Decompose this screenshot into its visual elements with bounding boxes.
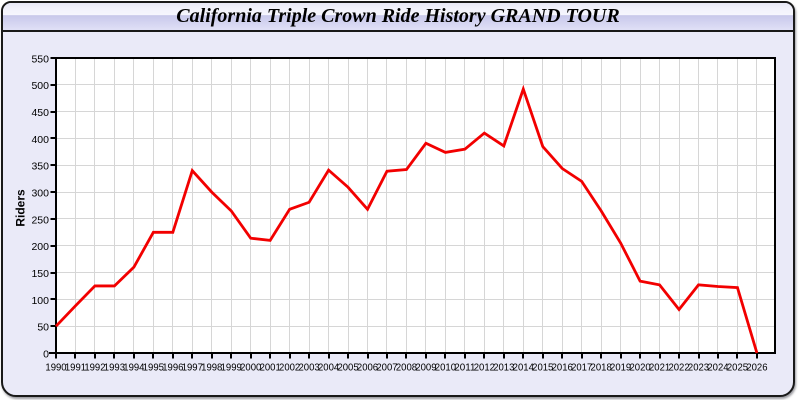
svg-text:2003: 2003 — [299, 362, 320, 374]
svg-text:1991: 1991 — [65, 362, 86, 374]
svg-text:1993: 1993 — [104, 362, 125, 374]
svg-text:50: 50 — [37, 322, 49, 334]
svg-text:2026: 2026 — [746, 362, 767, 374]
svg-text:2024: 2024 — [707, 362, 728, 374]
svg-text:350: 350 — [31, 161, 49, 173]
svg-text:200: 200 — [31, 241, 49, 253]
svg-text:2001: 2001 — [260, 362, 281, 374]
svg-text:2009: 2009 — [415, 362, 436, 374]
svg-text:2016: 2016 — [552, 362, 573, 374]
svg-text:2021: 2021 — [649, 362, 670, 374]
svg-text:2010: 2010 — [435, 362, 456, 374]
svg-text:2011: 2011 — [454, 362, 475, 374]
svg-text:2020: 2020 — [630, 362, 651, 374]
svg-text:100: 100 — [31, 295, 49, 307]
svg-text:1996: 1996 — [162, 362, 183, 374]
svg-text:2013: 2013 — [493, 362, 514, 374]
svg-text:2017: 2017 — [571, 362, 592, 374]
svg-text:2019: 2019 — [610, 362, 631, 374]
svg-text:2023: 2023 — [688, 362, 709, 374]
svg-text:400: 400 — [31, 134, 49, 146]
svg-text:1998: 1998 — [201, 362, 222, 374]
svg-text:1994: 1994 — [123, 362, 144, 374]
svg-text:450: 450 — [31, 107, 49, 119]
svg-text:150: 150 — [31, 268, 49, 280]
svg-text:2006: 2006 — [357, 362, 378, 374]
svg-text:2022: 2022 — [668, 362, 689, 374]
svg-text:2014: 2014 — [513, 362, 534, 374]
svg-text:1992: 1992 — [84, 362, 105, 374]
svg-text:1999: 1999 — [221, 362, 242, 374]
svg-text:2015: 2015 — [532, 362, 553, 374]
svg-text:2004: 2004 — [318, 362, 339, 374]
svg-text:1990: 1990 — [45, 362, 66, 374]
svg-text:2000: 2000 — [240, 362, 261, 374]
svg-text:Riders: Riders — [14, 189, 28, 227]
svg-text:2005: 2005 — [337, 362, 358, 374]
svg-text:1995: 1995 — [143, 362, 164, 374]
svg-text:2002: 2002 — [279, 362, 300, 374]
svg-text:1997: 1997 — [182, 362, 203, 374]
svg-text:2007: 2007 — [376, 362, 397, 374]
svg-text:500: 500 — [31, 80, 49, 92]
svg-text:0: 0 — [43, 348, 49, 360]
svg-text:550: 550 — [31, 53, 49, 65]
svg-text:250: 250 — [31, 214, 49, 226]
svg-text:2025: 2025 — [727, 362, 748, 374]
svg-text:2018: 2018 — [591, 362, 612, 374]
svg-text:2012: 2012 — [474, 362, 495, 374]
svg-text:2008: 2008 — [396, 362, 417, 374]
svg-text:300: 300 — [31, 187, 49, 199]
